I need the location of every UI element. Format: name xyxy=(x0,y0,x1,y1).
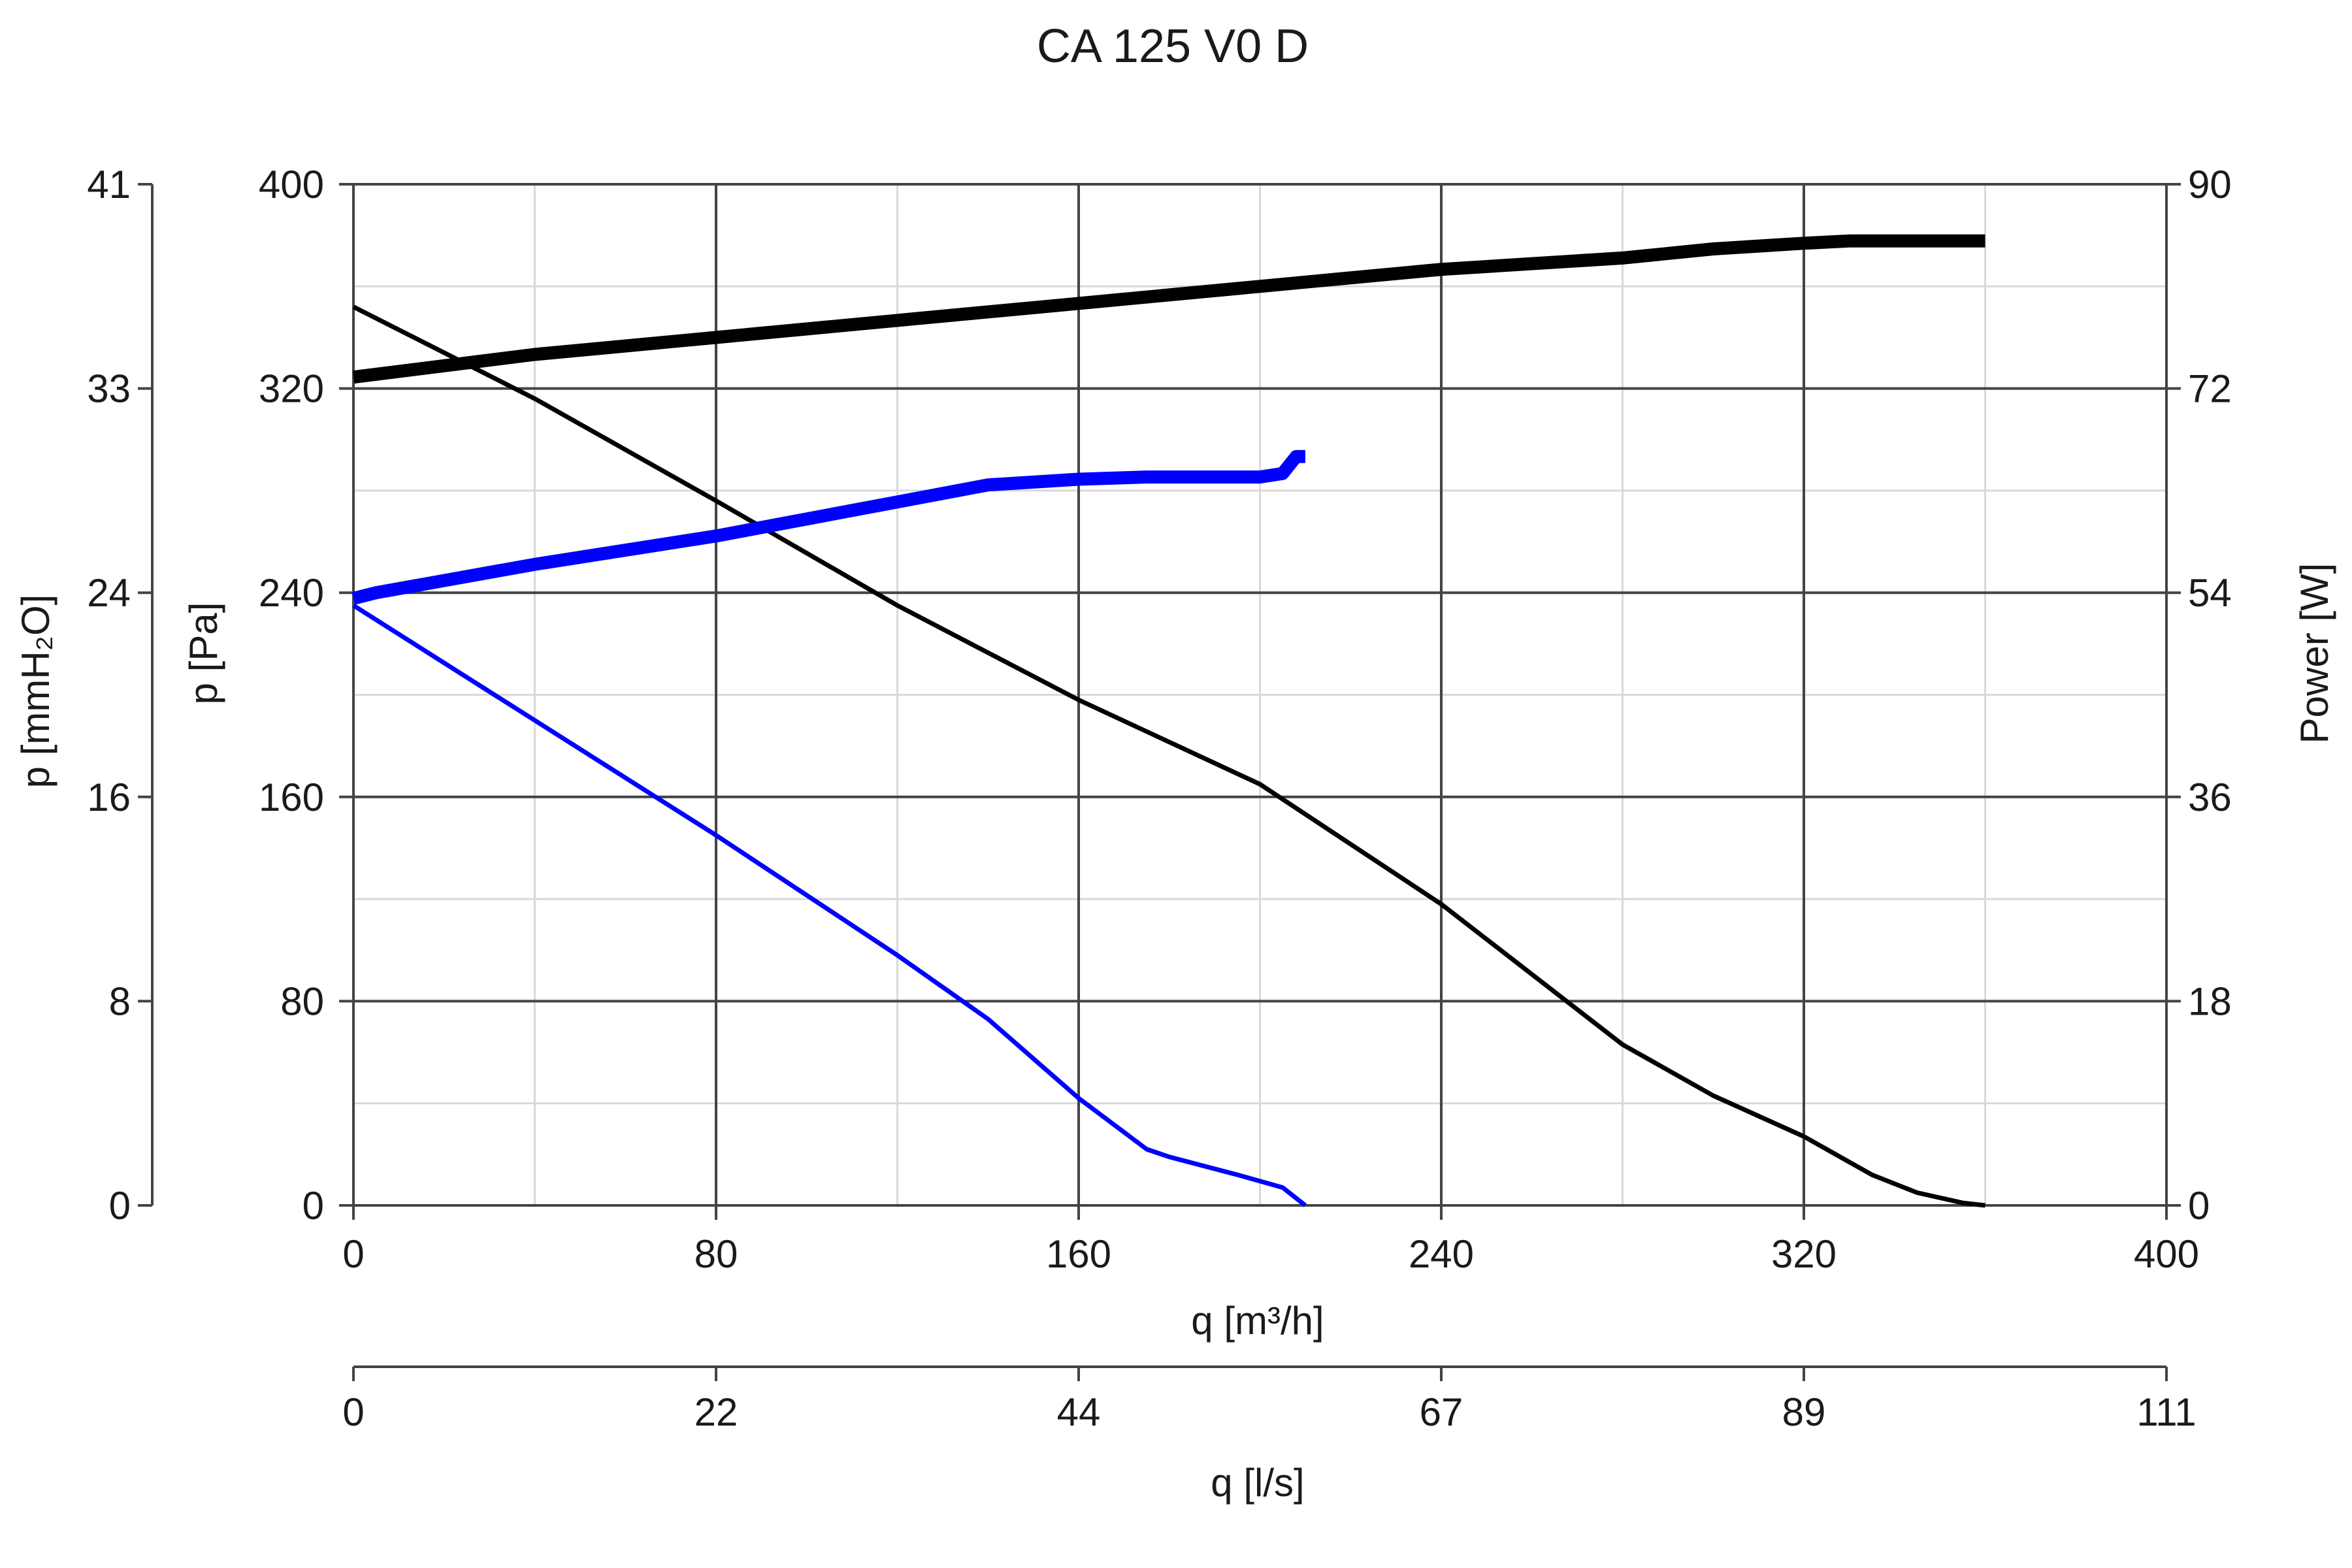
series-line-3 xyxy=(352,603,1307,1207)
series-line-1 xyxy=(352,304,1985,1208)
right-y-tick-label: 0 xyxy=(2188,1184,2210,1228)
x-tick-labels: 0 80 160 240 320 400 xyxy=(342,1232,2199,1276)
left-y-tick-label: 0 xyxy=(302,1184,324,1228)
x-tick-label: 160 xyxy=(1046,1232,1111,1276)
x-tick-label: 400 xyxy=(2134,1232,2199,1276)
chart-title: CA 125 V0 D xyxy=(1037,20,1309,73)
y-axis-label-pa: p [Pa] xyxy=(182,602,225,705)
far-left-y-tick-label: 24 xyxy=(87,571,131,615)
minor-grid xyxy=(353,184,2166,1205)
x2-tick-label: 67 xyxy=(1420,1390,1463,1434)
right-y-tick-label: 72 xyxy=(2188,367,2232,411)
x2-tick-label: 44 xyxy=(1057,1390,1101,1434)
left-y-tick-label: 320 xyxy=(259,367,324,411)
left-y-tick-labels: 0 80 160 240 320 400 xyxy=(259,163,324,1228)
far-left-y-tick-label: 0 xyxy=(109,1184,131,1228)
right-y-tick-label: 54 xyxy=(2188,571,2232,615)
far-left-y-tick-label: 41 xyxy=(87,163,131,206)
series-line-4 xyxy=(351,449,1305,605)
left-y-tick-label: 80 xyxy=(280,979,324,1023)
x2-tick-label: 0 xyxy=(342,1390,364,1434)
y-axis-label-mmh2o: p [mmH₂O] xyxy=(14,595,57,789)
x2-tick-label: 89 xyxy=(1782,1390,1826,1434)
far-left-y-tick-label: 16 xyxy=(87,776,131,819)
x-tick-label: 320 xyxy=(1771,1232,1837,1276)
y-axis-label-power: Power [W] xyxy=(2293,563,2336,744)
far-left-y-tick-label: 33 xyxy=(87,367,131,411)
x-tick-label: 80 xyxy=(694,1232,738,1276)
left-y-tick-label: 240 xyxy=(259,571,324,615)
left-y-tick-label: 400 xyxy=(259,163,324,206)
axes xyxy=(138,183,2181,1381)
x-tick-label: 0 xyxy=(342,1232,364,1276)
x2-tick-label: 111 xyxy=(2136,1390,2196,1434)
left-y-tick-label: 160 xyxy=(259,776,324,819)
x-tick-label: 240 xyxy=(1409,1232,1474,1276)
series-line-2 xyxy=(352,234,1985,384)
right-y-tick-label: 90 xyxy=(2188,163,2232,206)
series-layer xyxy=(351,234,1985,1208)
far-left-y-tick-labels: 0 8 16 24 33 41 xyxy=(87,163,131,1228)
right-y-tick-label: 36 xyxy=(2188,776,2232,819)
x-axis-label: q [m³/h] xyxy=(1191,1299,1324,1343)
x2-axis-label: q [l/s] xyxy=(1211,1461,1304,1505)
right-y-tick-label: 18 xyxy=(2188,979,2232,1023)
x2-tick-label: 22 xyxy=(694,1390,738,1434)
far-left-y-tick-label: 8 xyxy=(109,979,131,1023)
x2-tick-labels: 0 22 44 67 89 111 xyxy=(342,1390,2196,1434)
right-y-tick-labels: 0 18 36 54 72 90 xyxy=(2188,163,2232,1228)
